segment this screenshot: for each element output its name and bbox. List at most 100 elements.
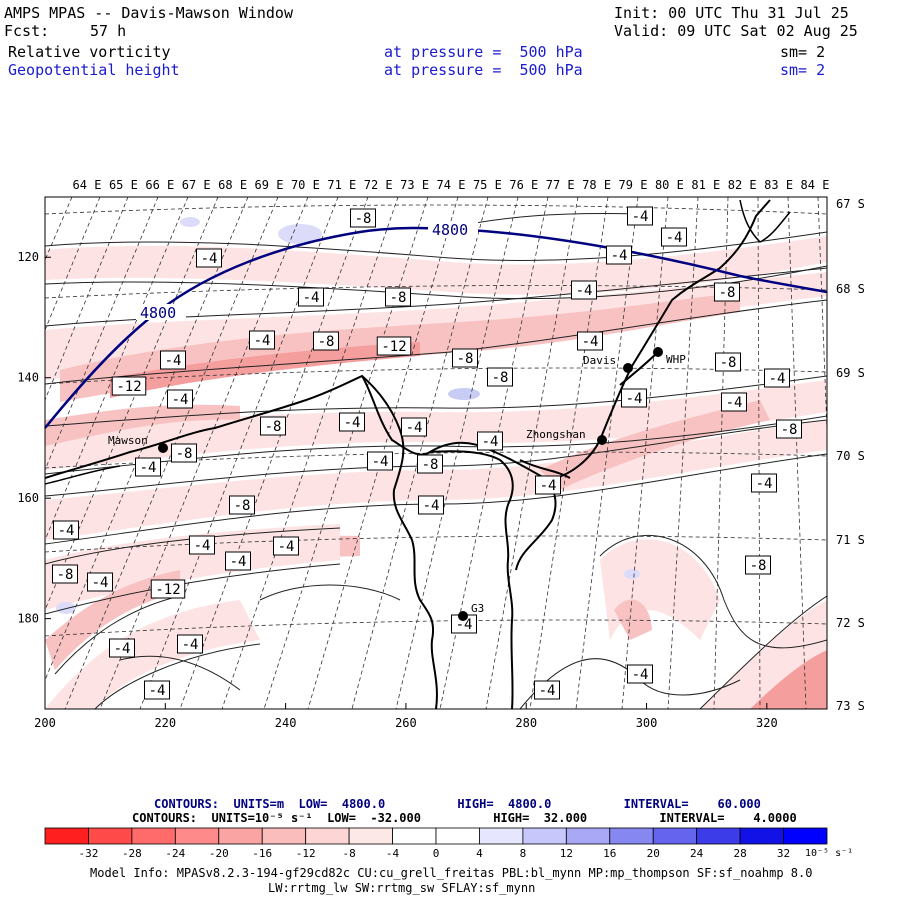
colorbar-tick-label: -20 <box>209 847 229 860</box>
colorbar-tick-label: 28 <box>733 847 746 860</box>
colorbar-segment <box>218 827 263 845</box>
contour-label-box <box>177 634 203 654</box>
contour-label-box <box>367 451 393 471</box>
colorbar-unit: 10⁻⁵ s⁻¹ <box>805 848 853 859</box>
contour-label-box <box>627 664 653 684</box>
field1-level: at pressure = 500 hPa <box>384 43 583 61</box>
contour-label-text: -4 <box>456 617 473 633</box>
colorbar-segment <box>88 827 133 845</box>
contour-label-text: -8 <box>57 567 74 583</box>
longitude-label: 80 E <box>655 178 684 192</box>
contour-label-text: -8 <box>720 355 737 371</box>
coastline <box>45 199 791 709</box>
y-tick-label: 180 <box>17 612 39 626</box>
contour-label: -8 <box>260 416 286 436</box>
height-label-box <box>136 304 186 320</box>
x-tick-label: 320 <box>756 716 778 730</box>
contour-label: -8 <box>452 348 478 368</box>
contour-label-box <box>417 454 443 474</box>
contour-label-box <box>751 473 777 493</box>
colorbar-segment <box>174 827 220 845</box>
contour-label-box <box>535 475 561 495</box>
contour-label: -4 <box>571 280 597 300</box>
contour-label: -4 <box>298 287 324 307</box>
contour-label-text: -8 <box>719 285 736 301</box>
contour-label-text: -4 <box>114 641 131 657</box>
contour-label-box <box>714 282 740 302</box>
contour-label: -4 <box>577 331 603 351</box>
station-label-zhongshan: Zhongshan <box>526 428 586 441</box>
latitude-label: 73 S <box>836 699 865 713</box>
contour-label-box <box>477 431 503 451</box>
longitude-label: 73 E <box>400 178 429 192</box>
contour-label-text: -4 <box>182 637 199 653</box>
contour-label: -4 <box>606 245 632 265</box>
longitude-label: 75 E <box>473 178 502 192</box>
contour-label-box <box>273 536 299 556</box>
station-marker-whp <box>653 347 663 357</box>
contour-label: -8 <box>715 352 741 372</box>
neg-vort-patch <box>180 217 200 227</box>
contour-label-text: -4 <box>149 683 166 699</box>
contour-label: -4 <box>621 388 647 408</box>
contour-label-box <box>260 416 286 436</box>
contour-label-box <box>627 206 653 226</box>
colorbar-segment <box>609 827 654 845</box>
contour-label: -4 <box>764 368 790 388</box>
contour-label-text: -8 <box>234 498 251 514</box>
contour-label-text: -4 <box>582 334 599 350</box>
contour-label-text: -4 <box>482 434 499 450</box>
contour-label-box <box>534 680 560 700</box>
contour-label: -4 <box>135 457 161 477</box>
colorbar <box>44 827 828 845</box>
colorbar-segment <box>522 827 567 845</box>
colorbar-tick-label: 24 <box>690 847 704 860</box>
contour-label-text: -12 <box>155 582 180 598</box>
contour-label: -8 <box>745 555 771 575</box>
contour-label: -4 <box>167 389 193 409</box>
forecast-hour: 57 h <box>90 22 127 40</box>
contour-label-text: -8 <box>781 422 798 438</box>
contour-label-text: -12 <box>116 379 141 395</box>
contour-label-box <box>229 495 255 515</box>
contour-label: -4 <box>418 495 444 515</box>
contour-label-text: -4 <box>58 523 75 539</box>
vort-band-mid <box>614 599 652 640</box>
latitude-label: 67 S <box>836 197 865 211</box>
contour-label-box <box>452 348 478 368</box>
contour-label-text: -12 <box>381 339 406 355</box>
contour-label: -8 <box>229 495 255 515</box>
field2-level: at pressure = 500 hPa <box>384 61 583 79</box>
contour-label-text: -4 <box>194 538 211 554</box>
contour-label: -4 <box>189 535 215 555</box>
colorbar-segment <box>565 827 611 845</box>
latitude-label: 70 S <box>836 449 865 463</box>
colorbar-tick-label: 4 <box>476 847 483 860</box>
colorbar-segment <box>479 827 524 845</box>
vort-band-light <box>45 380 827 470</box>
longitude-label: 68 E <box>218 178 247 192</box>
contour-label-text: -4 <box>632 209 649 225</box>
longitude-label: 69 E <box>255 178 284 192</box>
contour-label-box <box>225 551 251 571</box>
contour-label: -12 <box>376 336 412 356</box>
contour-label-text: -4 <box>254 333 271 349</box>
contour-label-text: -4 <box>632 667 649 683</box>
latitude-label: 71 S <box>836 533 865 547</box>
contour-label: -8 <box>417 454 443 474</box>
contour-label-text: -4 <box>756 476 773 492</box>
height-label-box <box>428 222 478 238</box>
contour-label-text: -8 <box>318 334 335 350</box>
station-label-whp: WHP <box>666 353 686 366</box>
colorbar-segment <box>739 827 784 845</box>
contour-label-text: -4 <box>626 391 643 407</box>
contour-label: -8 <box>313 331 339 351</box>
colorbar-segment <box>305 827 350 845</box>
contour-label-text: -4 <box>406 420 423 436</box>
colorbar-tick-label: 0 <box>433 847 440 860</box>
contour-label: -4 <box>721 392 747 412</box>
colorbar-segment <box>783 827 828 845</box>
map-title: AMPS MPAS -- Davis-Mawson Window <box>4 4 293 22</box>
vort-band-strong <box>750 650 827 709</box>
contour-label-text: -8 <box>492 370 509 386</box>
